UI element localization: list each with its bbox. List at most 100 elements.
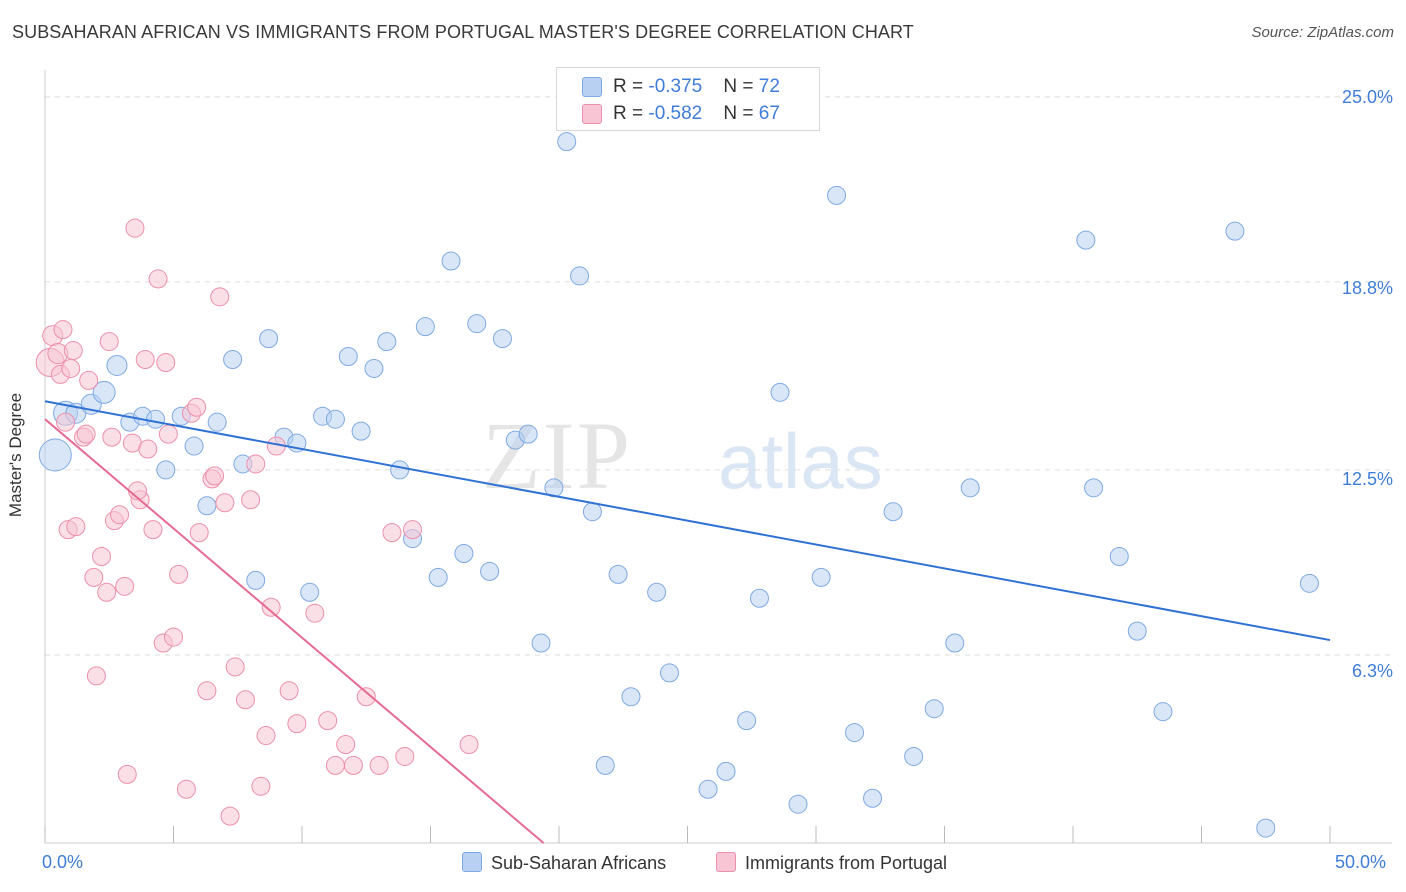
data-point (1225, 221, 1245, 241)
y-tick-label: 12.5% (1341, 469, 1393, 489)
y-tick-label: 25.0% (1341, 87, 1393, 107)
pink-swatch-icon (582, 104, 602, 124)
data-point (106, 354, 128, 376)
data-point (518, 424, 538, 444)
n-value: 72 (758, 76, 780, 97)
data-point (102, 427, 122, 447)
data-point (261, 597, 281, 617)
data-point (241, 490, 261, 510)
data-point (246, 454, 266, 474)
data-point (845, 723, 865, 743)
data-point (459, 735, 479, 755)
data-point (557, 132, 577, 152)
n-value: 67 (758, 103, 780, 124)
data-point (97, 582, 117, 602)
data-point (660, 663, 680, 683)
legend-label: Immigrants from Portugal (745, 853, 948, 873)
watermark-atlas: atlas (718, 417, 883, 505)
trend-line (44, 418, 545, 844)
data-point (53, 320, 73, 340)
legend-label: Sub-Saharan Africans (491, 853, 667, 873)
data-point (467, 314, 487, 334)
data-point (531, 633, 551, 653)
data-point (205, 466, 225, 486)
data-point (382, 523, 402, 543)
data-point (197, 496, 217, 516)
data-point (395, 746, 415, 766)
series-immigrants-from-portugal (35, 218, 479, 826)
data-point (56, 412, 76, 432)
data-point (356, 687, 376, 707)
data-point (827, 185, 847, 205)
data-point (300, 582, 320, 602)
data-point (156, 460, 176, 480)
data-point (210, 287, 230, 307)
data-point (403, 520, 423, 540)
data-point (698, 779, 718, 799)
data-point (480, 561, 500, 581)
y-tick-label: 6.3% (1351, 661, 1393, 681)
data-point (570, 266, 590, 286)
data-point (92, 380, 116, 404)
data-point (788, 794, 808, 814)
data-point (904, 746, 924, 766)
data-point (325, 409, 345, 429)
data-point (582, 502, 602, 522)
data-point (197, 681, 217, 701)
data-point (1299, 573, 1319, 593)
data-point (351, 421, 371, 441)
data-point (156, 352, 176, 372)
blue-swatch-icon (462, 852, 482, 872)
data-point (251, 776, 271, 796)
trend-lines (44, 400, 1331, 844)
data-point (246, 570, 266, 590)
data-point (223, 350, 243, 370)
data-point (84, 567, 104, 587)
data-point (716, 761, 736, 781)
watermark: ZIP atlas (482, 402, 883, 509)
data-point (143, 520, 163, 540)
data-point (1076, 230, 1096, 250)
data-point (811, 567, 831, 587)
data-point (125, 218, 145, 238)
data-point (1256, 818, 1276, 838)
trend-line (44, 400, 1331, 642)
data-point (38, 438, 72, 472)
data-point (279, 681, 299, 701)
data-point (110, 505, 130, 525)
data-point (390, 460, 410, 480)
data-point (99, 332, 119, 352)
data-point (749, 588, 769, 608)
data-point (492, 329, 512, 349)
data-point (117, 764, 137, 784)
x-tick-label-min: 0.0% (42, 852, 84, 872)
data-point (305, 603, 325, 623)
data-point (924, 699, 944, 719)
data-point (338, 347, 358, 367)
data-point (76, 424, 96, 444)
data-point (135, 350, 155, 370)
data-point (169, 564, 189, 584)
data-point (1109, 546, 1129, 566)
data-point (863, 788, 883, 808)
data-point (945, 633, 965, 653)
data-point (146, 409, 166, 429)
data-point (92, 546, 112, 566)
data-point (377, 332, 397, 352)
series-sub-saharan-africans (38, 132, 1319, 838)
data-point (79, 370, 99, 390)
r-value: -0.582 (648, 103, 703, 124)
y-tick-label: 18.8% (1341, 278, 1393, 298)
data-point (115, 576, 135, 596)
data-point (61, 358, 81, 378)
data-point (66, 517, 86, 537)
data-point (215, 493, 235, 513)
data-point (737, 711, 757, 731)
data-point (415, 317, 435, 337)
data-point (647, 582, 667, 602)
data-point (608, 564, 628, 584)
data-point (138, 439, 158, 459)
data-point (441, 251, 461, 271)
data-point (235, 690, 255, 710)
